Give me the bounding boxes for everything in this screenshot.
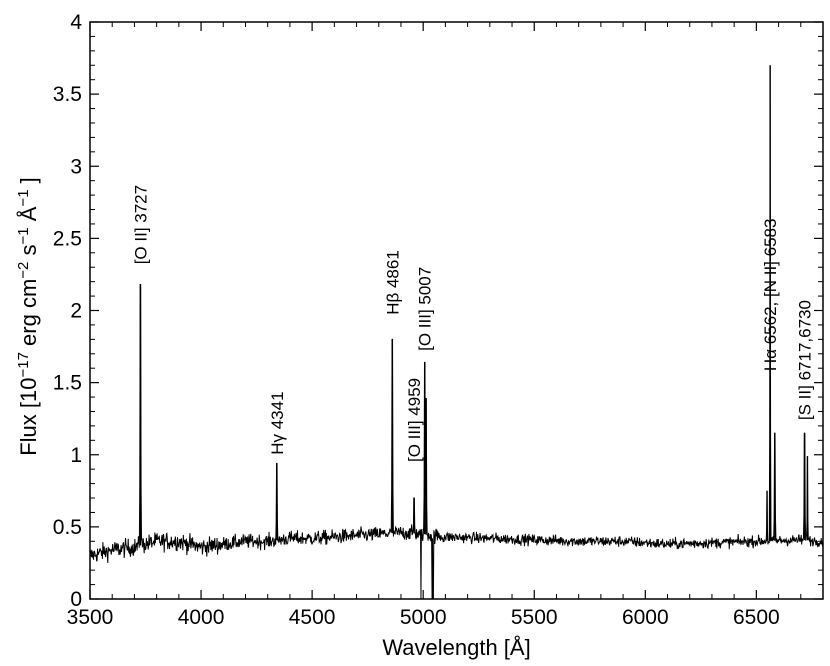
x-tick-label: 5500 bbox=[511, 606, 558, 629]
axes: 3500 4000 4500 5000 5500 6000 6500 0 0.5 1 1.5 2 2.5… bbox=[53, 11, 824, 629]
y-axis-title-end: ] bbox=[16, 177, 41, 189]
plot-area bbox=[90, 65, 823, 599]
annotation-label-2: Hβ 4861 bbox=[383, 250, 402, 315]
annotation-label-3: [O III] 4959 bbox=[405, 378, 424, 462]
annotation-label-6: [S II] 6717,6730 bbox=[796, 300, 815, 420]
x-tick-label: 3500 bbox=[67, 606, 114, 629]
y-axis-title-mid2: s bbox=[16, 244, 41, 261]
y-tick-label: 3 bbox=[70, 155, 82, 178]
y-tick-label: 3.5 bbox=[53, 83, 82, 106]
y-axis-title-mid1: erg cm bbox=[16, 279, 41, 352]
y-tick-label: 1 bbox=[70, 444, 82, 467]
y-tick-label: 0.5 bbox=[53, 516, 82, 539]
annotation-label-4: [O III] 5007 bbox=[416, 267, 435, 351]
y-tick-label: 1.5 bbox=[53, 372, 82, 395]
y-axis-title-base: Flux [10 bbox=[16, 378, 41, 456]
y-axis-title-exp1: −17 bbox=[15, 352, 32, 377]
y-axis-title-exp3: −1 bbox=[15, 227, 32, 244]
x-tick-label: 6000 bbox=[622, 606, 669, 629]
x-tick-label: 4500 bbox=[289, 606, 336, 629]
x-tick-label: 6500 bbox=[733, 606, 780, 629]
y-tick-label: 4 bbox=[70, 11, 82, 34]
y-tick-label: 0 bbox=[70, 588, 82, 611]
y-tick-label: 2.5 bbox=[53, 227, 82, 250]
y-axis-title-exp2: −2 bbox=[15, 262, 32, 279]
annotation-label-5: Hα 6562, [N II] 6583 bbox=[761, 219, 780, 372]
annotation-label-0: [O II] 3727 bbox=[131, 185, 150, 264]
y-axis-title-mid3: Å bbox=[16, 206, 41, 227]
x-tick-label: 4000 bbox=[178, 606, 225, 629]
annotation-label-1: Hγ 4341 bbox=[268, 391, 287, 454]
y-axis-title: Flux [10−17 erg cm−2 s−1 Å−1 ] bbox=[15, 177, 41, 456]
spectrum-line bbox=[90, 65, 823, 599]
x-tick-label: 5000 bbox=[400, 606, 447, 629]
y-tick-label: 2 bbox=[70, 300, 82, 323]
y-axis-title-exp4: −1 bbox=[15, 189, 32, 206]
x-axis-title: Wavelength [Å] bbox=[382, 635, 530, 660]
